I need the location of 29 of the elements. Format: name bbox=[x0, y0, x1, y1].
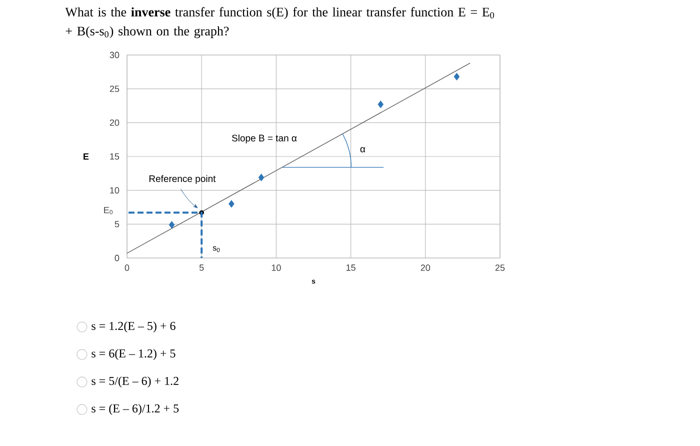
text: s = (E – 6)/1.2 + 5 bbox=[92, 404, 179, 415]
x-tick-label: 25 bbox=[495, 264, 505, 271]
y-tick-label: 0 bbox=[114, 254, 120, 262]
text: s = 1.2(E – 5) + 6 bbox=[92, 322, 176, 332]
point bbox=[258, 174, 264, 182]
text: s = 5/(E – 6) + 1.2 bbox=[92, 376, 178, 388]
point bbox=[454, 72, 460, 80]
point bbox=[378, 100, 384, 108]
x-tick-label: 10 bbox=[272, 264, 281, 271]
y-tick-label: 20 bbox=[110, 119, 120, 126]
annotation: α bbox=[360, 147, 366, 152]
text: s = 6(E – 1.2) + 5 bbox=[92, 349, 176, 360]
y-axis-title: E bbox=[84, 153, 89, 160]
point bbox=[168, 221, 175, 229]
annotation: Slope B = tan α bbox=[232, 134, 297, 144]
y-tick-label: 5 bbox=[114, 221, 120, 228]
y-tick-label: 30 bbox=[110, 52, 120, 58]
point bbox=[228, 200, 234, 208]
y-tick-label: 25 bbox=[110, 86, 120, 92]
chart-title: What is the inverse transfer function s(E) for the linear transfer function E = E$_{0}$ + B(s-s$_{0}$) shown on the graph? bbox=[65, 7, 494, 38]
x-tick-label: 5 bbox=[199, 264, 204, 271]
annotation: s$_{0}$ bbox=[212, 246, 220, 252]
y-tick-label: 10 bbox=[110, 187, 120, 194]
y-tick-label: 15 bbox=[110, 153, 120, 160]
x-tick-label: 20 bbox=[420, 264, 430, 271]
text: E$_{0}$ bbox=[104, 206, 113, 214]
x-tick-label: 0 bbox=[124, 264, 130, 271]
x-tick-label: 15 bbox=[346, 264, 356, 271]
annotation: Reference point bbox=[149, 175, 216, 184]
